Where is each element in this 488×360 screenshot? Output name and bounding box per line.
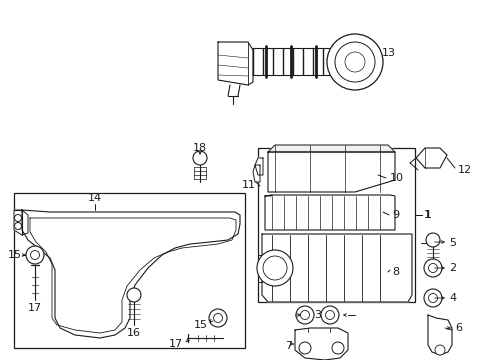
Circle shape	[263, 256, 286, 280]
Polygon shape	[254, 158, 263, 175]
Polygon shape	[252, 165, 260, 182]
Circle shape	[257, 250, 292, 286]
Circle shape	[26, 246, 44, 264]
Polygon shape	[294, 328, 347, 360]
Circle shape	[127, 288, 141, 302]
Text: 15: 15	[8, 250, 22, 260]
Circle shape	[425, 233, 439, 247]
Text: 1: 1	[424, 210, 431, 220]
Text: 5: 5	[448, 238, 455, 248]
Text: 6: 6	[454, 323, 461, 333]
Circle shape	[331, 342, 343, 354]
Circle shape	[334, 42, 374, 82]
Circle shape	[298, 342, 310, 354]
Text: 3: 3	[314, 310, 321, 320]
Text: 10: 10	[389, 173, 403, 183]
Circle shape	[295, 306, 313, 324]
Circle shape	[193, 151, 206, 165]
Circle shape	[434, 345, 444, 355]
Circle shape	[345, 52, 364, 72]
Bar	[258, 148, 414, 302]
Circle shape	[326, 34, 382, 90]
Circle shape	[320, 306, 338, 324]
Polygon shape	[14, 210, 28, 235]
Polygon shape	[427, 315, 451, 355]
Text: 4: 4	[448, 293, 455, 303]
Circle shape	[213, 314, 222, 323]
Circle shape	[427, 264, 437, 273]
Circle shape	[30, 251, 40, 260]
Text: 15: 15	[194, 320, 207, 330]
Bar	[14, 193, 244, 348]
Polygon shape	[415, 148, 446, 168]
Text: 11: 11	[242, 180, 256, 190]
Text: 17: 17	[168, 339, 183, 349]
Text: 12: 12	[457, 165, 471, 175]
Text: 8: 8	[391, 267, 398, 277]
Circle shape	[325, 310, 334, 320]
Circle shape	[427, 293, 437, 302]
Circle shape	[423, 259, 441, 277]
Circle shape	[15, 222, 21, 230]
Text: 16: 16	[127, 328, 141, 338]
Text: 7: 7	[285, 341, 291, 351]
Circle shape	[300, 310, 309, 320]
Text: 9: 9	[391, 210, 398, 220]
Text: 1: 1	[423, 210, 430, 220]
Polygon shape	[264, 195, 271, 196]
Circle shape	[208, 309, 226, 327]
Text: 18: 18	[193, 143, 206, 153]
Text: 2: 2	[448, 263, 455, 273]
Polygon shape	[22, 210, 240, 338]
Text: 13: 13	[381, 48, 395, 58]
Polygon shape	[262, 234, 411, 302]
Circle shape	[15, 215, 21, 221]
Text: 17: 17	[28, 303, 42, 313]
Polygon shape	[218, 42, 252, 85]
Text: 14: 14	[88, 193, 102, 203]
Polygon shape	[264, 195, 394, 230]
Polygon shape	[267, 145, 394, 152]
Polygon shape	[267, 152, 394, 192]
Circle shape	[423, 289, 441, 307]
